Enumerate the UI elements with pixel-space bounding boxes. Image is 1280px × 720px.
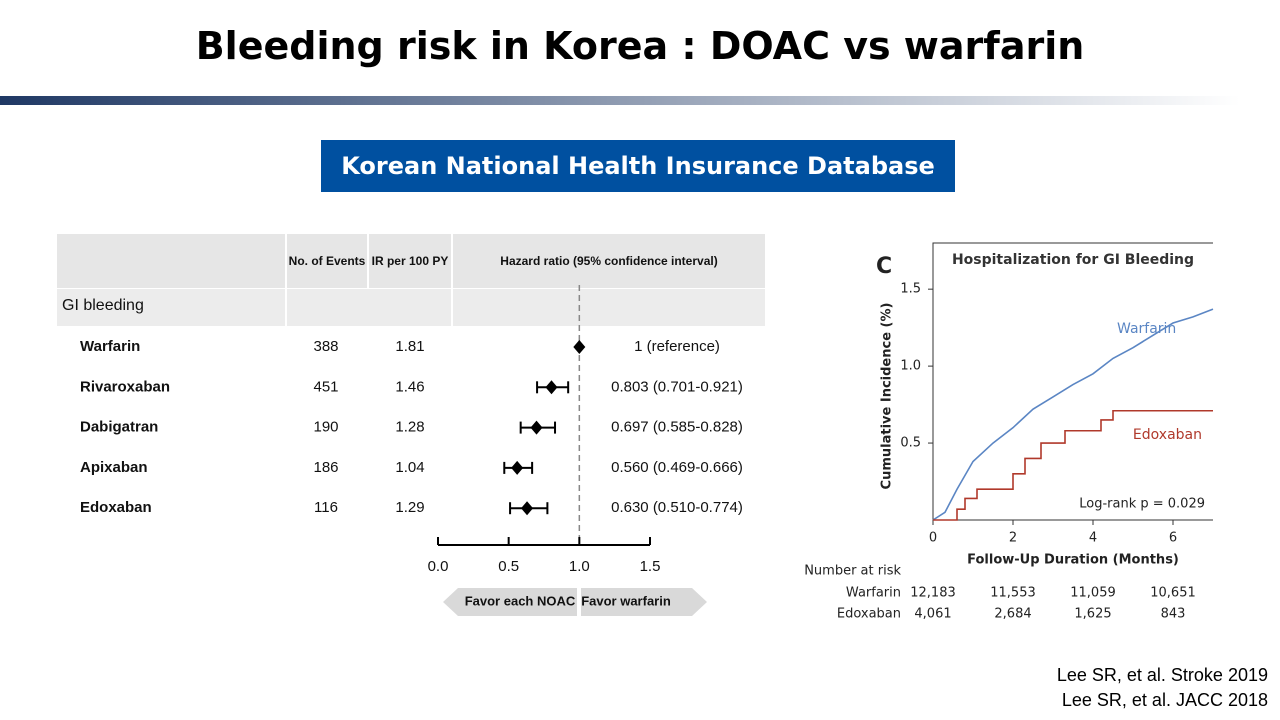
- plot-frame: [932, 242, 1213, 521]
- risk-value: 843: [1161, 607, 1186, 622]
- direction-label: Favor each NOAC: [465, 593, 576, 608]
- group-band: [57, 289, 765, 326]
- arrow-right: [581, 588, 707, 616]
- slide-title: Bleeding risk in Korea : DOAC vs warfari…: [195, 24, 1085, 68]
- reference: Lee SR, et al. Stroke 2019: [1056, 665, 1268, 685]
- x-tick-label: 6: [1169, 531, 1177, 546]
- x-axis-label: Follow-Up Duration (Months): [967, 553, 1179, 568]
- x-tick-label: 0.0: [428, 558, 449, 575]
- events-cell: 388: [313, 338, 338, 355]
- hr-point: [573, 340, 586, 354]
- subtitle-box: Korean National Health Insurance Databas…: [321, 140, 955, 192]
- ir-cell: 1.28: [395, 419, 424, 436]
- events-cell: 190: [313, 419, 338, 436]
- column-header: Hazard ratio (95% confidence interval): [500, 254, 718, 268]
- risk-value: 12,183: [910, 586, 956, 601]
- title-rule: [0, 96, 1240, 105]
- x-tick-label: 1.5: [640, 558, 661, 575]
- x-tick-label: 1.0: [569, 558, 590, 575]
- panel-label: C: [876, 254, 892, 279]
- row-label: Apixaban: [80, 459, 148, 476]
- hr-point: [545, 380, 558, 395]
- x-tick-label: 0: [929, 531, 937, 546]
- column-header: IR per 100 PY: [371, 254, 449, 268]
- ir-cell: 1.04: [395, 459, 424, 476]
- row-label: Rivaroxaban: [80, 378, 170, 395]
- column-header: No. of Events: [288, 254, 366, 268]
- arrow-left: [443, 588, 577, 616]
- risk-value: 2,684: [994, 607, 1031, 622]
- hr-label: 0.630 (0.510-0.774): [611, 499, 743, 516]
- y-tick-label: 1.0: [900, 359, 921, 374]
- ir-cell: 1.81: [395, 338, 424, 355]
- table-header-band: [57, 234, 765, 288]
- y-tick-label: 0.5: [900, 436, 921, 451]
- chart-title: Hospitalization for GI Bleeding: [952, 252, 1194, 268]
- risk-row-label: Edoxaban: [837, 607, 901, 622]
- events-cell: 186: [313, 459, 338, 476]
- hr-label: 0.803 (0.701-0.921): [611, 378, 743, 395]
- risk-value: 1,625: [1074, 607, 1111, 622]
- x-tick-label: 4: [1089, 531, 1097, 546]
- series-line: [932, 308, 1214, 521]
- ir-cell: 1.29: [395, 499, 424, 516]
- risk-row-label: Warfarin: [846, 586, 901, 601]
- hr-label: 1 (reference): [634, 338, 720, 355]
- ir-cell: 1.46: [395, 378, 424, 395]
- risk-value: 10,651: [1150, 586, 1196, 601]
- x-tick-label: 2: [1009, 531, 1017, 546]
- legend-label: Edoxaban: [1133, 427, 1202, 443]
- y-tick-label: 1.5: [900, 282, 921, 297]
- hr-point: [530, 420, 543, 435]
- hr-label: 0.697 (0.585-0.828): [611, 419, 743, 436]
- row-label: Edoxaban: [80, 499, 152, 516]
- events-cell: 116: [314, 499, 338, 516]
- reference: Lee SR, et al. JACC 2018: [1061, 690, 1268, 710]
- risk-value: 4,061: [914, 607, 951, 622]
- risk-value: 11,553: [990, 586, 1036, 601]
- hr-point: [511, 460, 524, 475]
- column-separators: [285, 234, 453, 326]
- hr-label: 0.560 (0.469-0.666): [611, 459, 743, 476]
- row-label: Warfarin: [80, 338, 140, 355]
- legend-label: Warfarin: [1117, 321, 1176, 337]
- events-cell: 451: [313, 378, 338, 395]
- direction-label: Favor warfarin: [581, 593, 671, 608]
- annotation: Log-rank p = 0.029: [1079, 497, 1205, 512]
- hr-point: [521, 501, 534, 516]
- y-axis-label: Cumulative Incidence (%): [880, 303, 895, 490]
- risk-title: Number at risk: [804, 564, 901, 579]
- x-tick-label: 0.5: [498, 558, 519, 575]
- series-line: [933, 409, 1213, 521]
- row-label: Dabigatran: [80, 419, 158, 436]
- group-label: GI bleeding: [62, 297, 144, 314]
- risk-value: 11,059: [1070, 586, 1116, 601]
